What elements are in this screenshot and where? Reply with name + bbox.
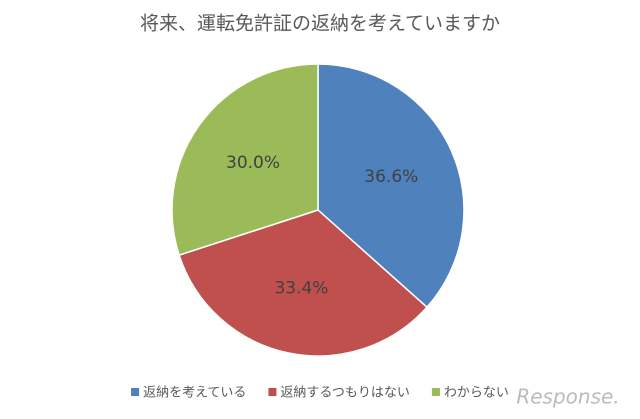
legend-label: 返納を考えている bbox=[143, 386, 246, 401]
legend-swatch bbox=[268, 388, 277, 396]
data-label: 30.0% bbox=[226, 153, 280, 173]
legend-label: 返納するつもりはない bbox=[280, 386, 409, 401]
legend-label: わからない bbox=[444, 386, 509, 401]
pie-slice bbox=[178, 209, 428, 357]
chart-title: 将来、運転免許証の返納を考えていますか bbox=[140, 13, 500, 35]
pie-slice bbox=[317, 63, 465, 309]
watermark: Response. bbox=[516, 385, 619, 409]
data-label: 33.4% bbox=[274, 279, 328, 299]
data-label: 36.6% bbox=[364, 167, 418, 187]
pie-slice bbox=[171, 63, 319, 257]
legend-swatch bbox=[431, 388, 440, 396]
legend-swatch bbox=[131, 388, 140, 396]
